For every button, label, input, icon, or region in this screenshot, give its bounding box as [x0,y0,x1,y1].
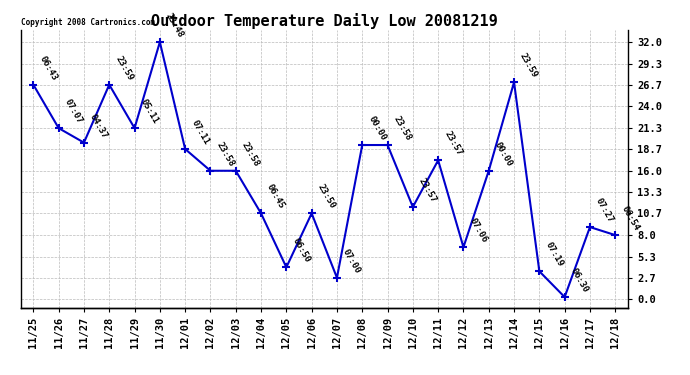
Text: 06:45: 06:45 [265,183,286,211]
Text: 06:43: 06:43 [37,54,59,82]
Text: 07:06: 07:06 [468,217,489,244]
Text: 23:48: 23:48 [164,12,185,39]
Text: 04:37: 04:37 [88,112,109,140]
Text: 05:11: 05:11 [139,98,160,125]
Text: 06:54: 06:54 [620,204,640,232]
Text: 07:07: 07:07 [63,98,84,125]
Text: 06:50: 06:50 [290,237,312,264]
Text: 00:00: 00:00 [366,114,388,142]
Text: 23:57: 23:57 [417,176,438,204]
Text: 07:19: 07:19 [544,241,564,268]
Text: 23:58: 23:58 [215,140,236,168]
Text: 23:57: 23:57 [442,130,464,158]
Text: 23:58: 23:58 [240,140,261,168]
Text: 23:58: 23:58 [392,114,413,142]
Text: 23:50: 23:50 [316,183,337,211]
Text: 07:27: 07:27 [594,196,615,224]
Text: 23:59: 23:59 [518,52,540,80]
Text: 07:11: 07:11 [189,118,210,146]
Title: Outdoor Temperature Daily Low 20081219: Outdoor Temperature Daily Low 20081219 [151,13,497,29]
Text: 00:00: 00:00 [493,140,514,168]
Text: Copyright 2008 Cartronics.com: Copyright 2008 Cartronics.com [21,18,155,27]
Text: 06:30: 06:30 [569,267,590,294]
Text: 23:59: 23:59 [113,54,135,82]
Text: 07:00: 07:00 [341,247,362,275]
